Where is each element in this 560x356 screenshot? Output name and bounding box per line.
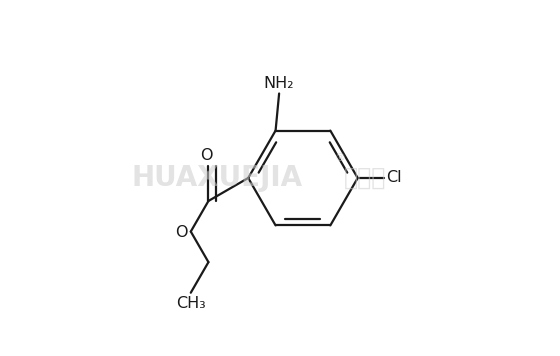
Text: CH₃: CH₃ [176,295,206,310]
Text: ®: ® [335,153,346,163]
Text: NH₂: NH₂ [264,76,295,91]
Text: O: O [175,225,188,240]
Text: O: O [200,148,213,163]
Text: 化学加: 化学加 [344,166,386,190]
Text: Cl: Cl [386,171,402,185]
Text: HUAXUEJIA: HUAXUEJIA [132,164,303,192]
